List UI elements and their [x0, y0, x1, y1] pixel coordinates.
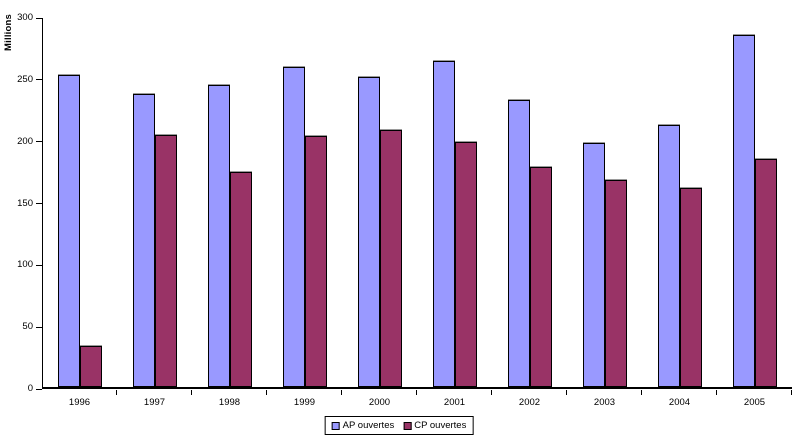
bar-cp-ouvertes-1998: [230, 171, 253, 387]
bar-cp-ouvertes-1996: [80, 346, 103, 387]
bar-group-2000: [343, 18, 418, 387]
bar-group-2005: [717, 18, 792, 387]
x-axis-tick: [491, 390, 492, 395]
legend-swatch-icon: [403, 421, 412, 430]
y-axis-tick-label: 0: [27, 383, 33, 394]
y-axis-tick: [36, 79, 42, 81]
x-axis-label-1999: 1999: [293, 397, 316, 408]
y-axis-tick: [36, 264, 42, 266]
y-axis-tick: [36, 388, 42, 390]
legend-swatch-icon: [331, 421, 340, 430]
x-axis-label-1996: 1996: [68, 397, 91, 408]
bar-group-1996: [43, 18, 118, 387]
x-axis-tick: [116, 390, 117, 395]
x-axis-tick: [566, 390, 567, 395]
bar-ap-ouvertes-1999: [283, 66, 306, 387]
y-axis-tick-label: 250: [17, 73, 33, 85]
bar-ap-ouvertes-2000: [358, 76, 381, 387]
bar-ap-ouvertes-1998: [208, 85, 231, 387]
x-axis-label-2002: 2002: [518, 397, 541, 408]
y-axis-tick-label: 150: [17, 197, 33, 209]
y-axis-tick-label: 100: [17, 259, 33, 271]
plot-area: [42, 18, 792, 389]
bar-cp-ouvertes-2000: [380, 129, 403, 387]
bar-cp-ouvertes-1997: [155, 134, 178, 387]
x-axis-label-2004: 2004: [668, 397, 691, 408]
y-axis-tick: [36, 141, 42, 143]
bar-cp-ouvertes-2001: [454, 142, 477, 387]
y-axis-tick-label: 200: [17, 135, 33, 147]
bar-group-2004: [642, 18, 717, 387]
y-axis-tick: [36, 326, 42, 328]
x-axis-label-1998: 1998: [218, 397, 241, 408]
x-axis-tick: [716, 390, 717, 395]
bar-ap-ouvertes-2005: [732, 34, 755, 387]
x-axis-label-2005: 2005: [743, 397, 766, 408]
legend-label: CP ouvertes: [414, 420, 467, 431]
bar-cp-ouvertes-2003: [604, 180, 627, 387]
bar-ap-ouvertes-2003: [582, 143, 605, 387]
x-axis-label-1997: 1997: [143, 397, 166, 408]
x-axis-tick: [791, 390, 792, 395]
bar-group-2001: [418, 18, 493, 387]
y-axis-tick-label: 300: [17, 12, 33, 23]
bar-group-2003: [567, 18, 642, 387]
x-axis-tick: [191, 390, 192, 395]
legend-item-ap-ouvertes: AP ouvertes: [331, 420, 395, 431]
x-axis-label-2000: 2000: [368, 397, 391, 408]
bar-ap-ouvertes-1997: [133, 93, 156, 387]
x-axis-tick: [341, 390, 342, 395]
x-axis-tick: [266, 390, 267, 395]
y-axis-tick: [36, 203, 42, 204]
bar-ap-ouvertes-2002: [507, 100, 530, 387]
bar-group-1997: [118, 18, 193, 387]
bar-group-1999: [268, 18, 343, 387]
bar-group-2002: [492, 18, 567, 387]
bar-cp-ouvertes-2004: [679, 187, 702, 387]
y-axis-tick: [36, 17, 42, 19]
legend: AP ouvertes CP ouvertes: [324, 416, 474, 435]
legend-item-cp-ouvertes: CP ouvertes: [403, 420, 466, 431]
bar-ap-ouvertes-2001: [432, 60, 455, 387]
bar-group-1998: [193, 18, 268, 387]
x-axis-label-2001: 2001: [443, 397, 466, 408]
bar-ap-ouvertes-2004: [657, 124, 680, 387]
bar-cp-ouvertes-1999: [305, 135, 328, 387]
x-axis-label-2003: 2003: [593, 397, 616, 408]
bar-ap-ouvertes-1996: [58, 75, 81, 387]
bar-cp-ouvertes-2002: [529, 166, 552, 387]
bar-cp-ouvertes-2005: [754, 159, 777, 387]
y-axis-tick-label: 50: [22, 321, 33, 333]
x-axis-tick: [641, 390, 642, 395]
x-axis-tick: [416, 390, 417, 395]
legend-label: AP ouvertes: [342, 420, 395, 431]
